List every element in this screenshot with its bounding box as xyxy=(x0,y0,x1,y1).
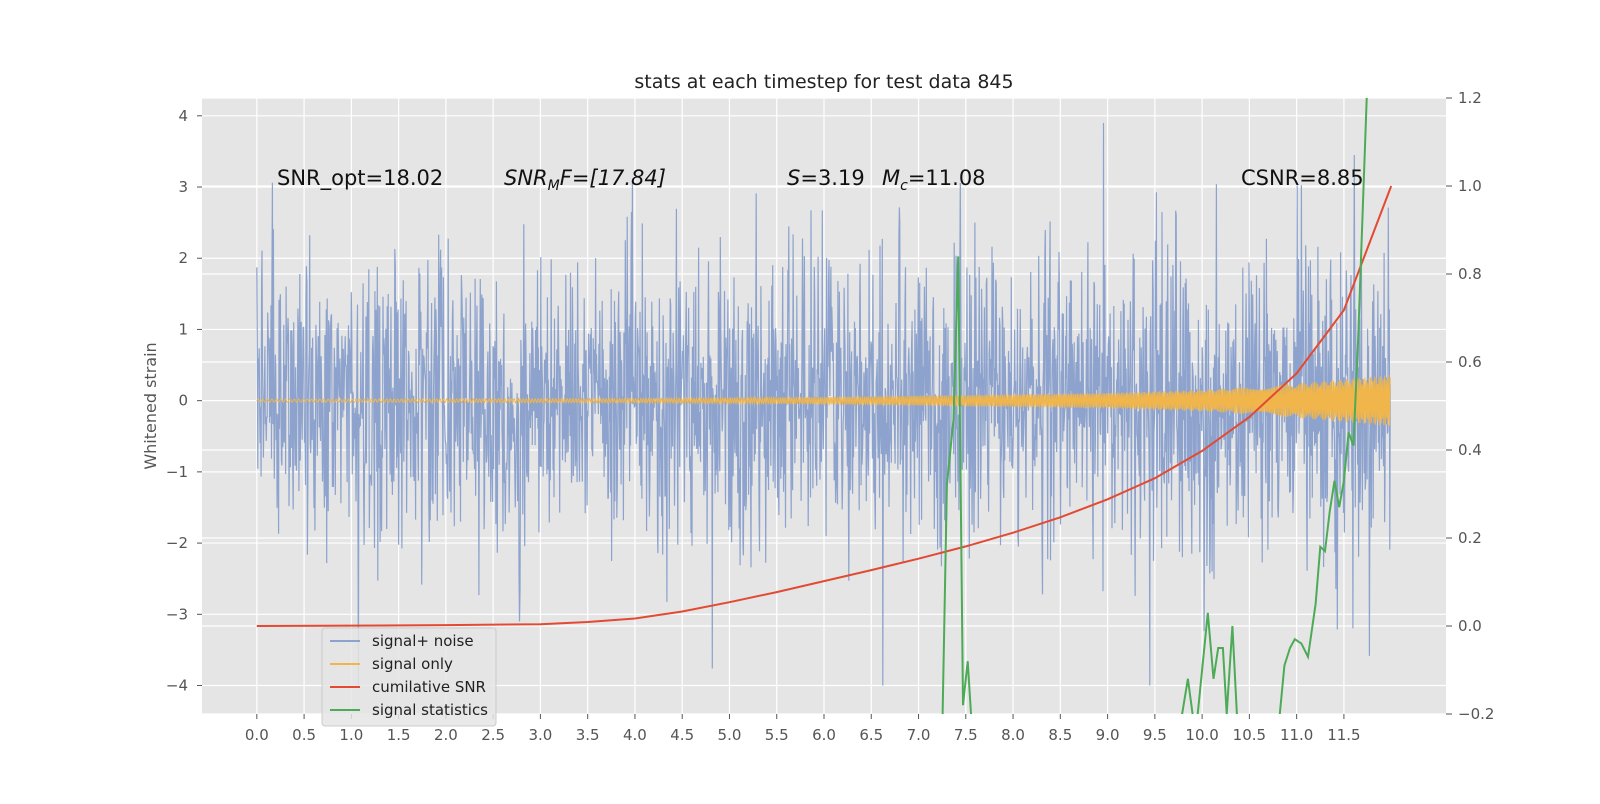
x-tick-label: 6.5 xyxy=(859,726,883,744)
x-tick-label: 7.0 xyxy=(907,726,931,744)
grid-lines xyxy=(202,97,1446,715)
y-tick-label-right: 0.0 xyxy=(1458,617,1482,635)
annotation-mc-value: Mc=11.08 xyxy=(882,166,986,194)
y-tick-label-left: −2 xyxy=(166,534,188,552)
y-tick-label-left: 0 xyxy=(178,392,188,410)
annotation-csnr: CSNR=8.85 xyxy=(1241,166,1364,190)
x-tick-label: 3.0 xyxy=(528,726,552,744)
y-tick-label-right: 1.0 xyxy=(1458,177,1482,195)
x-tick-label: 3.5 xyxy=(576,726,600,744)
series-cumilative-snr xyxy=(256,185,1393,627)
x-tick-label: 4.5 xyxy=(670,726,694,744)
x-tick-label: 1.5 xyxy=(387,726,411,744)
legend-label: signal only xyxy=(372,655,453,673)
x-tick-label: 11.5 xyxy=(1327,726,1360,744)
y-tick-label-right: 0.2 xyxy=(1458,529,1482,547)
y-tick-label-left: 1 xyxy=(178,320,188,338)
legend-label: signal statistics xyxy=(372,701,488,719)
series-signal-statistics xyxy=(941,98,1368,714)
x-tick-label: 0.5 xyxy=(292,726,316,744)
legend: signal+ noise signal only cumilative SNR si… xyxy=(321,627,497,727)
annotation-snr-mf: SNRMF=[17.84] xyxy=(504,166,666,194)
legend-box xyxy=(321,627,497,727)
x-tick-label: 11.0 xyxy=(1280,726,1313,744)
series-layer xyxy=(256,98,1393,714)
annotation-s-value: S=3.19 xyxy=(787,166,865,190)
x-tick-label: 1.0 xyxy=(339,726,363,744)
y-tick-label-left: −1 xyxy=(166,463,188,481)
x-tick-label: 5.5 xyxy=(765,726,789,744)
y-tick-label-left: 4 xyxy=(178,107,188,125)
y-tick-label-left: 2 xyxy=(178,249,188,267)
y-tick-label-left: −3 xyxy=(166,605,188,623)
signal-statistics-segment xyxy=(1278,98,1368,714)
x-tick-label: 9.0 xyxy=(1096,726,1120,744)
x-tick-label: 8.0 xyxy=(1001,726,1025,744)
y-tick-label-right: −0.2 xyxy=(1458,705,1494,723)
signal-statistics-segment xyxy=(941,256,973,714)
axis-ticks: 0.0 0.5 1.0 1.5 2.0 2.5 3.0 3.5 4.0 4.5 5.0 5.5 6.0 6… xyxy=(166,89,1495,744)
x-tick-label: 6.0 xyxy=(812,726,836,744)
y-tick-label-right: 0.8 xyxy=(1458,265,1482,283)
x-tick-label: 4.0 xyxy=(623,726,647,744)
legend-label: cumilative SNR xyxy=(372,678,486,696)
series-signal-only xyxy=(256,375,1391,426)
y-tick-label-right: 0.6 xyxy=(1458,353,1482,371)
x-tick-label: 5.0 xyxy=(718,726,742,744)
x-tick-label: 9.5 xyxy=(1143,726,1167,744)
x-tick-label: 2.5 xyxy=(481,726,505,744)
y-axis-label: Whitened strain xyxy=(141,342,160,469)
y-tick-label-left: −4 xyxy=(166,677,188,695)
x-tick-label: 10.0 xyxy=(1185,726,1218,744)
y-tick-label-right: 1.2 xyxy=(1458,89,1482,107)
y-tick-label-right: 0.4 xyxy=(1458,441,1482,459)
x-tick-label: 0.0 xyxy=(245,726,269,744)
x-tick-label: 7.5 xyxy=(954,726,978,744)
legend-label: signal+ noise xyxy=(372,632,474,650)
x-tick-label: 2.0 xyxy=(434,726,458,744)
chart-title: stats at each timestep for test data 845 xyxy=(634,71,1013,93)
x-tick-label: 10.5 xyxy=(1233,726,1266,744)
annotation-snr-opt: SNR_opt=18.02 xyxy=(277,166,443,191)
x-tick-label: 8.5 xyxy=(1048,726,1072,744)
signal-statistics-segment xyxy=(1181,612,1238,714)
y-tick-label-left: 3 xyxy=(178,178,188,196)
